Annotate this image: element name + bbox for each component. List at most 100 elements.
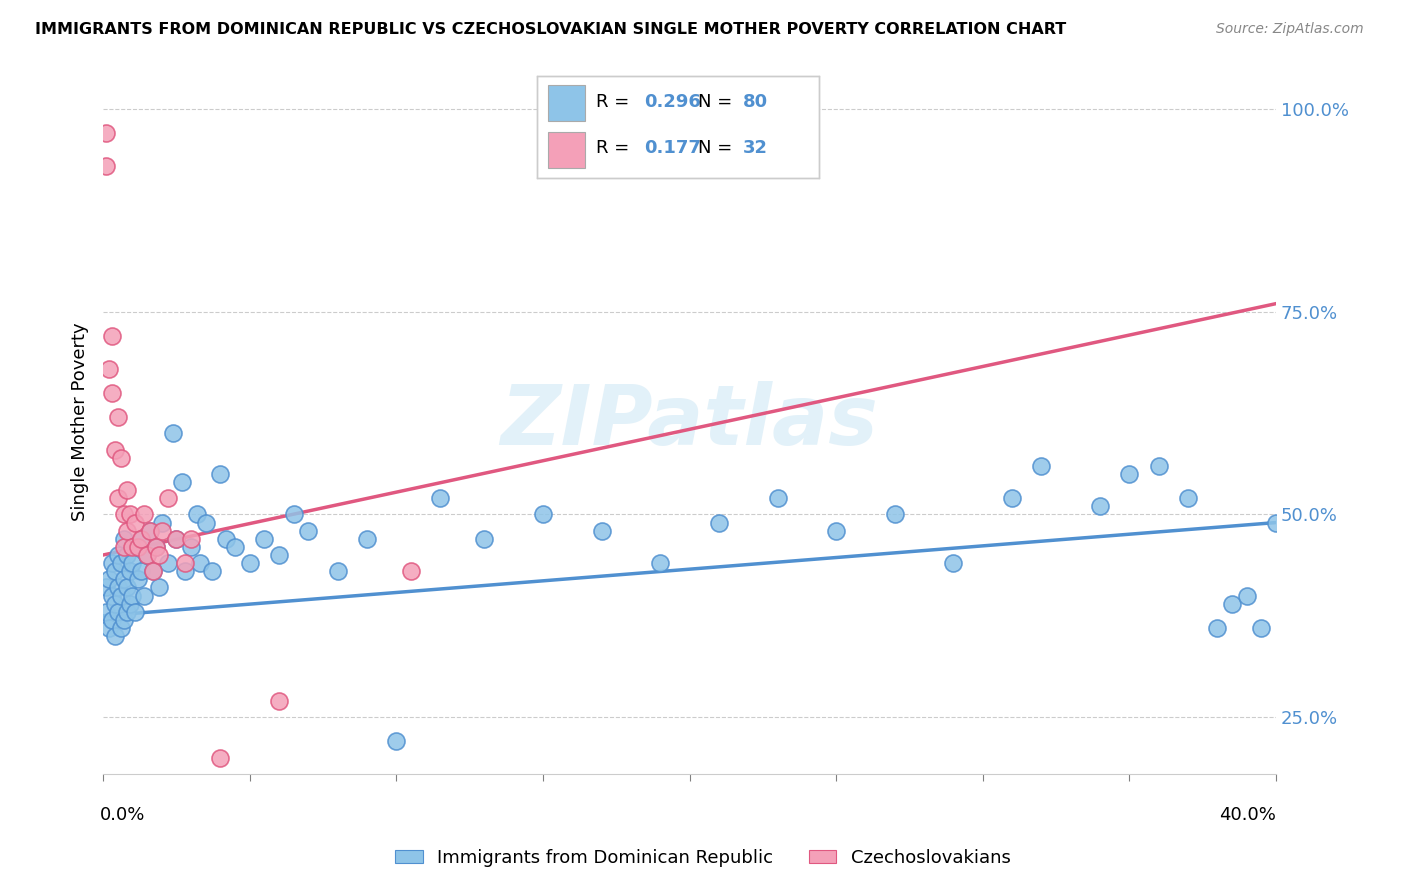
Point [110, 589, 132, 603]
Point [1265, 516, 1288, 530]
Point [112, 572, 135, 586]
Point [104, 597, 127, 611]
Point [707, 516, 730, 530]
Point [1177, 491, 1199, 506]
Point [104, 629, 127, 643]
Point [531, 508, 554, 522]
Point [112, 508, 135, 522]
Point [110, 556, 132, 570]
Point [136, 548, 159, 562]
Y-axis label: Single Mother Poverty: Single Mother Poverty [72, 322, 89, 521]
Point [118, 597, 141, 611]
Point [766, 491, 789, 506]
Point [591, 524, 613, 538]
Point [107, 410, 129, 425]
Point [118, 564, 141, 578]
Point [110, 621, 132, 635]
Point [174, 564, 197, 578]
Point [112, 532, 135, 546]
Point [112, 540, 135, 554]
Point [165, 532, 187, 546]
Text: Source: ZipAtlas.com: Source: ZipAtlas.com [1216, 22, 1364, 37]
Point [1147, 458, 1170, 473]
Point [283, 508, 305, 522]
Point [115, 581, 138, 595]
Point [94, 581, 117, 595]
Point [1236, 589, 1258, 603]
Point [1031, 458, 1053, 473]
Point [94, 159, 117, 173]
Point [134, 508, 156, 522]
Point [124, 605, 146, 619]
Point [139, 524, 162, 538]
Point [101, 589, 124, 603]
Point [129, 532, 152, 546]
Point [239, 556, 262, 570]
Point [201, 564, 224, 578]
Point [98, 361, 121, 376]
Point [429, 491, 451, 506]
Point [104, 564, 127, 578]
Point [156, 556, 179, 570]
Point [127, 572, 149, 586]
Point [136, 548, 159, 562]
Point [115, 483, 138, 497]
Point [127, 540, 149, 554]
Legend: Immigrants from Dominican Republic, Czechoslovakians: Immigrants from Dominican Republic, Czec… [388, 842, 1018, 874]
Point [326, 564, 349, 578]
Point [115, 605, 138, 619]
Point [253, 532, 276, 546]
Point [139, 524, 162, 538]
Point [472, 532, 495, 546]
Point [148, 548, 170, 562]
Point [165, 532, 187, 546]
Point [110, 450, 132, 465]
Point [145, 540, 167, 554]
Point [399, 564, 422, 578]
Point [1088, 500, 1111, 514]
Point [883, 508, 905, 522]
Point [101, 385, 124, 400]
Point [101, 613, 124, 627]
Point [107, 548, 129, 562]
Point [180, 532, 202, 546]
Point [215, 532, 238, 546]
Point [127, 540, 149, 554]
Point [1220, 597, 1243, 611]
Point [124, 516, 146, 530]
Point [129, 564, 152, 578]
Point [142, 564, 165, 578]
Point [115, 524, 138, 538]
Point [134, 589, 156, 603]
Point [156, 491, 179, 506]
Text: 0.0%: 0.0% [100, 806, 146, 824]
Point [118, 508, 141, 522]
Point [150, 524, 173, 538]
Point [209, 467, 232, 481]
Point [224, 540, 246, 554]
Point [194, 516, 217, 530]
Point [94, 127, 117, 141]
Point [142, 564, 165, 578]
Point [180, 540, 202, 554]
Point [98, 572, 121, 586]
Point [150, 516, 173, 530]
Point [267, 694, 290, 708]
Point [112, 613, 135, 627]
Point [162, 426, 184, 441]
Point [942, 556, 965, 570]
Point [148, 581, 170, 595]
Point [121, 556, 143, 570]
Text: 40.0%: 40.0% [1219, 806, 1277, 824]
Point [172, 475, 194, 489]
Point [101, 329, 124, 343]
Point [121, 540, 143, 554]
Text: IMMIGRANTS FROM DOMINICAN REPUBLIC VS CZECHOSLOVAKIAN SINGLE MOTHER POVERTY CORR: IMMIGRANTS FROM DOMINICAN REPUBLIC VS CZ… [35, 22, 1066, 37]
Point [267, 548, 290, 562]
Point [145, 540, 167, 554]
Point [356, 532, 378, 546]
Point [98, 621, 121, 635]
Text: ZIPatlas: ZIPatlas [501, 381, 879, 462]
Point [188, 556, 211, 570]
Point [107, 605, 129, 619]
